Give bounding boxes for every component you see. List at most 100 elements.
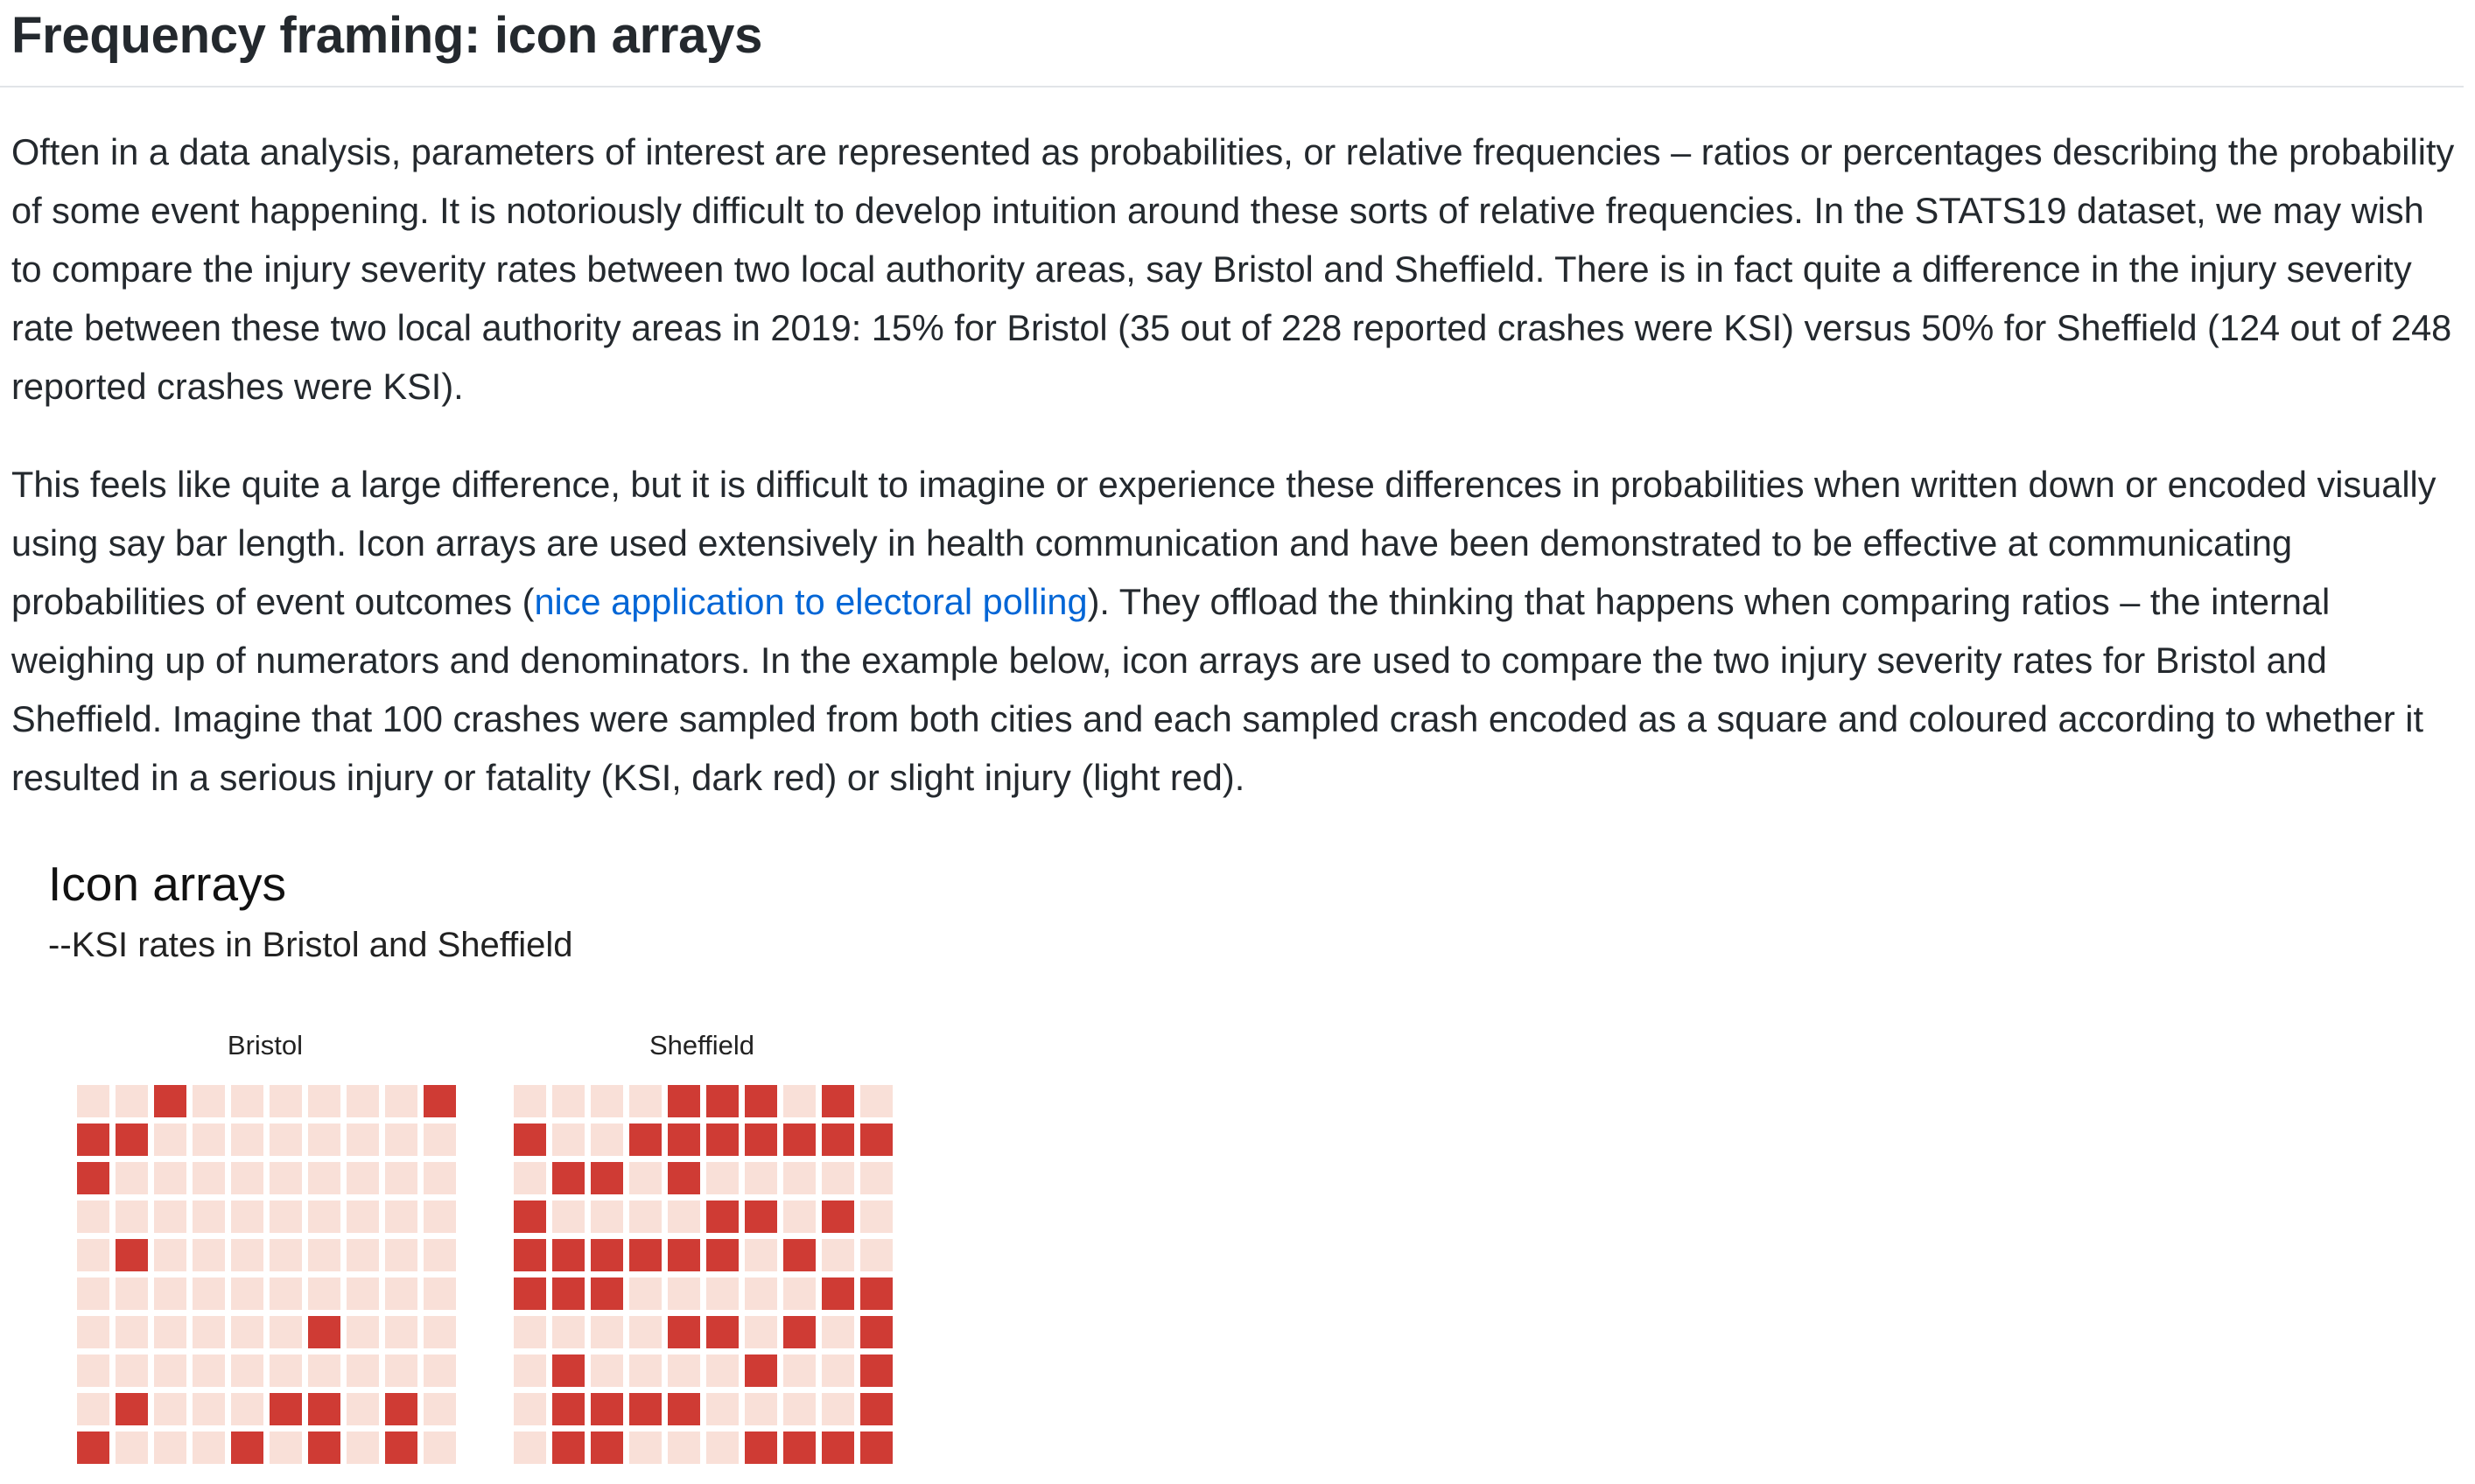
slight-crash-icon — [783, 1354, 816, 1387]
slight-crash-icon — [154, 1354, 186, 1387]
ksi-crash-icon — [154, 1085, 186, 1117]
slight-crash-icon — [822, 1162, 854, 1194]
slight-crash-icon — [347, 1200, 379, 1233]
ksi-crash-icon — [822, 1085, 854, 1117]
ksi-crash-icon — [706, 1239, 739, 1271]
slight-crash-icon — [347, 1354, 379, 1387]
slight-crash-icon — [385, 1124, 417, 1156]
bristol-label: Bristol — [227, 1030, 304, 1060]
slight-crash-icon — [154, 1316, 186, 1348]
slight-crash-icon — [270, 1432, 302, 1464]
ksi-crash-icon — [514, 1278, 546, 1310]
icon-array-figure: Icon arrays --KSI rates in Bristol and S… — [0, 853, 963, 1483]
slight-crash-icon — [668, 1354, 700, 1387]
ksi-crash-icon — [424, 1085, 456, 1117]
slight-crash-icon — [154, 1278, 186, 1310]
ksi-crash-icon — [514, 1124, 546, 1156]
slight-crash-icon — [629, 1200, 662, 1233]
ksi-crash-icon — [668, 1239, 700, 1271]
slight-crash-icon — [231, 1393, 263, 1425]
slight-crash-icon — [629, 1278, 662, 1310]
figure-subtitle: --KSI rates in Bristol and Sheffield — [48, 926, 573, 964]
ksi-crash-icon — [231, 1432, 263, 1464]
slight-crash-icon — [629, 1316, 662, 1348]
ksi-crash-icon — [706, 1085, 739, 1117]
slight-crash-icon — [514, 1432, 546, 1464]
slight-crash-icon — [552, 1085, 585, 1117]
slight-crash-icon — [424, 1124, 456, 1156]
ksi-crash-icon — [706, 1200, 739, 1233]
bristol-icon-array — [77, 1085, 456, 1464]
sheffield-label: Sheffield — [649, 1030, 755, 1060]
ksi-crash-icon — [385, 1393, 417, 1425]
slight-crash-icon — [154, 1239, 186, 1271]
ksi-crash-icon — [552, 1278, 585, 1310]
ksi-crash-icon — [860, 1354, 893, 1387]
ksi-crash-icon — [77, 1162, 109, 1194]
slight-crash-icon — [668, 1200, 700, 1233]
ksi-crash-icon — [860, 1124, 893, 1156]
slight-crash-icon — [552, 1200, 585, 1233]
slight-crash-icon — [116, 1432, 148, 1464]
ksi-crash-icon — [822, 1200, 854, 1233]
slight-crash-icon — [706, 1278, 739, 1310]
slight-crash-icon — [783, 1162, 816, 1194]
slight-crash-icon — [424, 1162, 456, 1194]
slight-crash-icon — [783, 1278, 816, 1310]
slight-crash-icon — [514, 1162, 546, 1194]
ksi-crash-icon — [514, 1200, 546, 1233]
slight-crash-icon — [116, 1162, 148, 1194]
ksi-crash-icon — [745, 1354, 777, 1387]
paragraph-text-after-link: ). They offload the thinking that happen… — [11, 581, 2424, 798]
ksi-crash-icon — [385, 1432, 417, 1464]
slight-crash-icon — [783, 1393, 816, 1425]
slight-crash-icon — [860, 1200, 893, 1233]
slight-crash-icon — [193, 1278, 225, 1310]
ksi-crash-icon — [116, 1124, 148, 1156]
slight-crash-icon — [385, 1354, 417, 1387]
slight-crash-icon — [347, 1124, 379, 1156]
slight-crash-icon — [116, 1278, 148, 1310]
ksi-crash-icon — [822, 1432, 854, 1464]
slight-crash-icon — [308, 1278, 340, 1310]
slight-crash-icon — [77, 1278, 109, 1310]
slight-crash-icon — [822, 1239, 854, 1271]
slight-crash-icon — [193, 1085, 225, 1117]
ksi-crash-icon — [591, 1239, 623, 1271]
slight-crash-icon — [591, 1124, 623, 1156]
slight-crash-icon — [385, 1085, 417, 1117]
slight-crash-icon — [347, 1278, 379, 1310]
ksi-crash-icon — [552, 1354, 585, 1387]
slight-crash-icon — [706, 1354, 739, 1387]
slight-crash-icon — [347, 1316, 379, 1348]
slight-crash-icon — [629, 1432, 662, 1464]
slight-crash-icon — [193, 1316, 225, 1348]
ksi-crash-icon — [706, 1124, 739, 1156]
slight-crash-icon — [231, 1200, 263, 1233]
slight-crash-icon — [424, 1278, 456, 1310]
slight-crash-icon — [116, 1316, 148, 1348]
ksi-crash-icon — [591, 1162, 623, 1194]
slight-crash-icon — [385, 1239, 417, 1271]
slight-crash-icon — [385, 1316, 417, 1348]
ksi-crash-icon — [783, 1316, 816, 1348]
document: Frequency framing: icon arrays Often in … — [0, 0, 2464, 807]
slight-crash-icon — [860, 1239, 893, 1271]
section-heading: Frequency framing: icon arrays — [11, 7, 763, 64]
ksi-crash-icon — [270, 1393, 302, 1425]
slight-crash-icon — [154, 1393, 186, 1425]
slight-crash-icon — [629, 1354, 662, 1387]
slight-crash-icon — [347, 1393, 379, 1425]
electoral-polling-link[interactable]: nice application to electoral polling — [534, 581, 1088, 622]
slight-crash-icon — [385, 1278, 417, 1310]
slight-crash-icon — [514, 1393, 546, 1425]
slight-crash-icon — [552, 1316, 585, 1348]
slight-crash-icon — [193, 1124, 225, 1156]
slight-crash-icon — [308, 1200, 340, 1233]
ksi-crash-icon — [552, 1432, 585, 1464]
slight-crash-icon — [154, 1200, 186, 1233]
slight-crash-icon — [270, 1124, 302, 1156]
slight-crash-icon — [116, 1085, 148, 1117]
ksi-crash-icon — [668, 1162, 700, 1194]
slight-crash-icon — [822, 1354, 854, 1387]
